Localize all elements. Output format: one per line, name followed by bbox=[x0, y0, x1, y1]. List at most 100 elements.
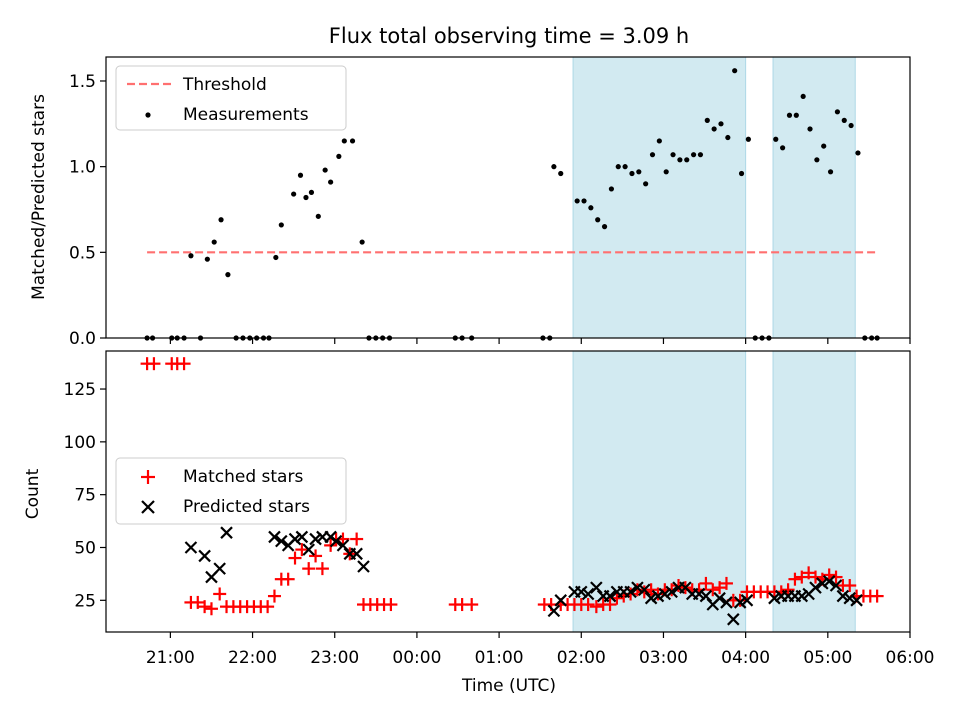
measurement-point bbox=[188, 253, 194, 259]
legend-predicted-swatch bbox=[141, 500, 155, 514]
measurement-point bbox=[297, 172, 304, 178]
matched-star-point bbox=[870, 589, 884, 603]
top-y-axis-label: Matched/Predicted stars bbox=[29, 94, 49, 300]
top-shaded-regions bbox=[572, 56, 856, 339]
measurement-point bbox=[793, 112, 799, 118]
legend-measurement-swatch bbox=[145, 112, 151, 118]
matched-star-point bbox=[808, 570, 822, 584]
legend-matched-swatch bbox=[141, 470, 155, 484]
predicted-star-point bbox=[268, 530, 281, 544]
x-tick-label: 06:00 bbox=[886, 648, 935, 668]
x-tick-label: 01:00 bbox=[475, 648, 524, 668]
matched-star-point bbox=[781, 583, 795, 597]
predicted-star-point bbox=[829, 579, 843, 592]
measurement-point bbox=[359, 239, 365, 245]
matched-star-point bbox=[288, 551, 302, 565]
panel-ratio: 0.0 0.5 1.0 1.5 Matched/Predicted stars Thr… bbox=[29, 56, 911, 349]
predicted-star-point bbox=[624, 585, 637, 599]
bottom-x-ticks: 21:00 22:00 23:00 00:00 01:00 02:00 03:00 04:00… bbox=[146, 632, 935, 668]
predicted-star-point bbox=[590, 581, 603, 594]
predicted-star-point bbox=[740, 594, 754, 607]
x-tick-label: 02:00 bbox=[557, 648, 606, 668]
matched-star-point bbox=[733, 593, 747, 607]
matched-star-point bbox=[644, 583, 658, 597]
matched-star-point bbox=[589, 600, 603, 614]
measurement-point bbox=[636, 169, 642, 175]
predicted-star-point bbox=[836, 589, 850, 603]
top-legend: Threshold Measurements bbox=[115, 65, 347, 131]
predicted-star-point bbox=[713, 591, 726, 605]
measurement-point bbox=[732, 68, 738, 74]
measurement-point bbox=[303, 194, 309, 201]
measurement-point bbox=[558, 170, 564, 177]
measurement-point bbox=[341, 138, 347, 144]
measurement-point bbox=[677, 157, 683, 163]
measurement-point bbox=[291, 191, 297, 197]
legend-matched-label: Matched stars bbox=[183, 467, 303, 487]
measurement-point bbox=[718, 121, 724, 127]
bottom-legend: Matched stars Predicted stars bbox=[115, 457, 347, 525]
predicted-star-point bbox=[184, 541, 198, 554]
predicted-star-point bbox=[603, 589, 617, 603]
x-tick-label: 05:00 bbox=[803, 648, 852, 668]
x-tick-label: 03:00 bbox=[639, 648, 688, 668]
predicted-star-point bbox=[768, 591, 781, 605]
matched-star-point bbox=[261, 600, 275, 614]
predicted-star-point bbox=[302, 543, 315, 556]
predicted-star-point bbox=[638, 583, 651, 597]
measurement-point bbox=[807, 126, 813, 132]
measurement-point bbox=[581, 198, 587, 204]
legend-predicted-label: Predicted stars bbox=[183, 497, 310, 517]
matched-star-point bbox=[581, 598, 595, 612]
bottom-axes-frame bbox=[105, 350, 911, 633]
measurement-point bbox=[615, 164, 621, 170]
predicted-star-point bbox=[309, 532, 322, 546]
bottom-y-ticks: 25 50 75 100 125 bbox=[64, 380, 106, 611]
predicted-star-point bbox=[581, 587, 595, 601]
x-tick-label: 00:00 bbox=[392, 648, 441, 668]
measurement-point bbox=[218, 217, 224, 223]
predicted-star-point bbox=[198, 549, 211, 563]
top-y-ticks: 0.0 0.5 1.0 1.5 bbox=[69, 72, 106, 349]
matched-star-point bbox=[603, 598, 617, 612]
predicted-star-point bbox=[357, 560, 370, 573]
bottom-legend-box bbox=[115, 457, 347, 525]
measurement-point bbox=[786, 112, 793, 118]
measurement-point bbox=[328, 179, 334, 185]
predicted-star-point bbox=[275, 534, 288, 548]
legend-threshold-label: Threshold bbox=[182, 75, 267, 95]
top-y-tick-label: 0.0 bbox=[69, 329, 96, 349]
matched-star-point bbox=[302, 562, 316, 576]
matched-star-point bbox=[829, 570, 843, 584]
measurement-point bbox=[855, 150, 861, 156]
predicted-star-point bbox=[288, 532, 302, 546]
measurement-point bbox=[704, 117, 710, 123]
top-y-tick-label: 0.5 bbox=[69, 243, 96, 263]
predicted-star-point bbox=[631, 581, 644, 594]
measurement-point bbox=[848, 122, 854, 129]
measurement-point bbox=[551, 164, 557, 170]
matched-star-point bbox=[699, 576, 713, 590]
measurement-point bbox=[827, 169, 834, 175]
chart-title: Flux total observing time = 3.09 h bbox=[329, 24, 689, 48]
predicted-star-point bbox=[220, 526, 233, 539]
matched-star-point bbox=[295, 543, 309, 557]
measurement-point bbox=[574, 198, 580, 204]
x-tick-label: 21:00 bbox=[146, 648, 195, 668]
top-shaded-region-2 bbox=[772, 56, 856, 339]
measurement-point bbox=[670, 152, 676, 158]
predicted-star-point bbox=[651, 589, 665, 603]
matched-star-point bbox=[350, 532, 364, 546]
x-tick-label: 04:00 bbox=[721, 648, 770, 668]
predicted-star-point bbox=[644, 591, 658, 605]
predicted-star-point bbox=[850, 594, 863, 607]
measurement-point bbox=[745, 136, 751, 142]
predicted-star-point bbox=[692, 587, 706, 601]
matched-star-points bbox=[140, 357, 884, 616]
matched-star-point bbox=[713, 581, 727, 595]
measurement-point bbox=[725, 134, 731, 141]
top-axes-frame bbox=[105, 56, 911, 339]
matched-star-point bbox=[281, 572, 295, 586]
measurement-point bbox=[608, 186, 615, 192]
